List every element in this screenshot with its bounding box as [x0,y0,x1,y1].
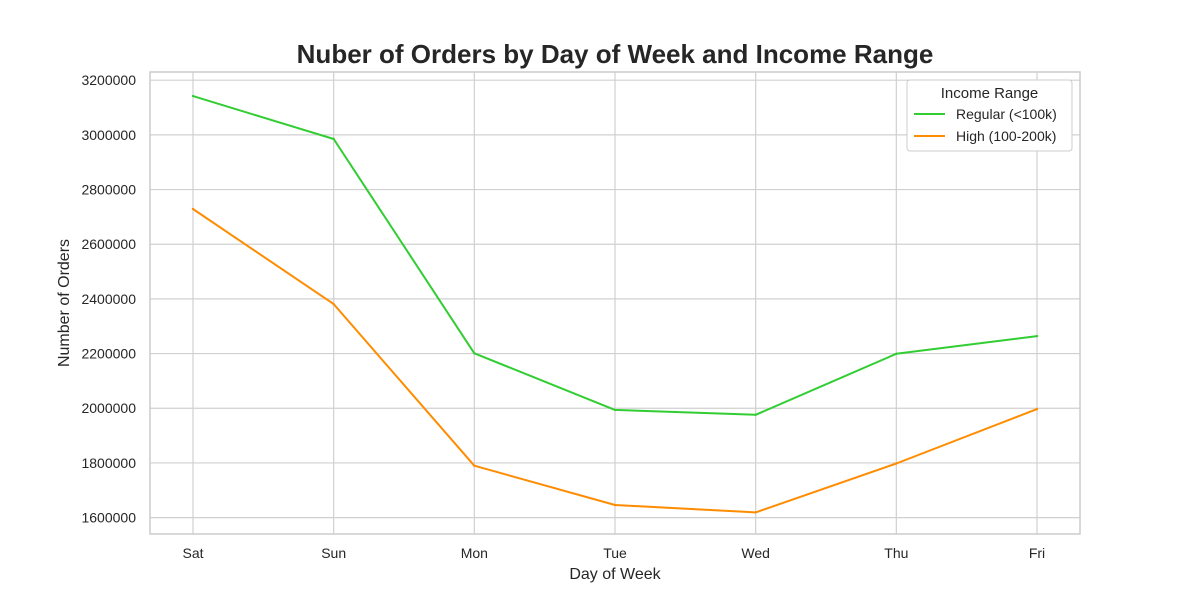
y-tick-label: 1600000 [81,510,136,526]
x-tick-label: Thu [884,545,908,561]
data-point [754,511,757,514]
y-tick-label: 2000000 [81,400,136,416]
y-axis-label: Number of Orders [56,239,73,367]
y-axis-ticks: 1600000 1800000 2000000 2200000 2400000 26000… [81,72,136,525]
data-point [613,408,617,412]
data-point [895,462,898,465]
y-tick-label: 2800000 [81,182,136,198]
data-point [895,352,898,356]
x-axis-label: Day of Week [569,566,661,583]
data-point [613,503,617,507]
y-tick-label: 3200000 [81,72,136,88]
x-tick-label: Tue [603,545,627,561]
y-tick-label: 2400000 [81,291,136,307]
y-tick-label: 3000000 [81,127,136,143]
data-point [1035,407,1039,411]
data-point [473,464,476,467]
x-tick-label: Fri [1029,545,1045,561]
data-point [754,413,757,417]
legend: Income Range Regular (<100k) High (100-20… [906,79,1073,152]
x-tick-label: Wed [741,545,770,561]
series-lines [191,94,1039,514]
data-point [191,207,195,211]
data-point [332,302,335,306]
grid-lines [150,72,1080,534]
x-tick-label: Sun [321,545,346,561]
legend-box [906,79,1073,152]
legend-entry-label: High (100-200k) [956,128,1056,144]
data-point [332,137,335,141]
y-tick-label: 2600000 [81,236,136,252]
y-tick-label: 1800000 [81,455,136,471]
chart-title: Nuber of Orders by Day of Week and Incom… [297,39,934,69]
data-point [473,352,476,355]
legend-items: Regular (<100k) High (100-200k) [914,106,1057,144]
x-tick-label: Mon [461,545,488,561]
y-tick-label: 2200000 [81,346,136,362]
legend-title: Income Range [941,85,1039,102]
data-point [1035,334,1039,338]
data-point [191,94,195,98]
plot-frame [149,71,1081,535]
legend-entry-label: Regular (<100k) [956,106,1057,122]
x-tick-label: Sat [182,545,203,561]
x-axis-ticks: Sat Sun Mon Tue Wed Thu Fri [182,545,1045,561]
